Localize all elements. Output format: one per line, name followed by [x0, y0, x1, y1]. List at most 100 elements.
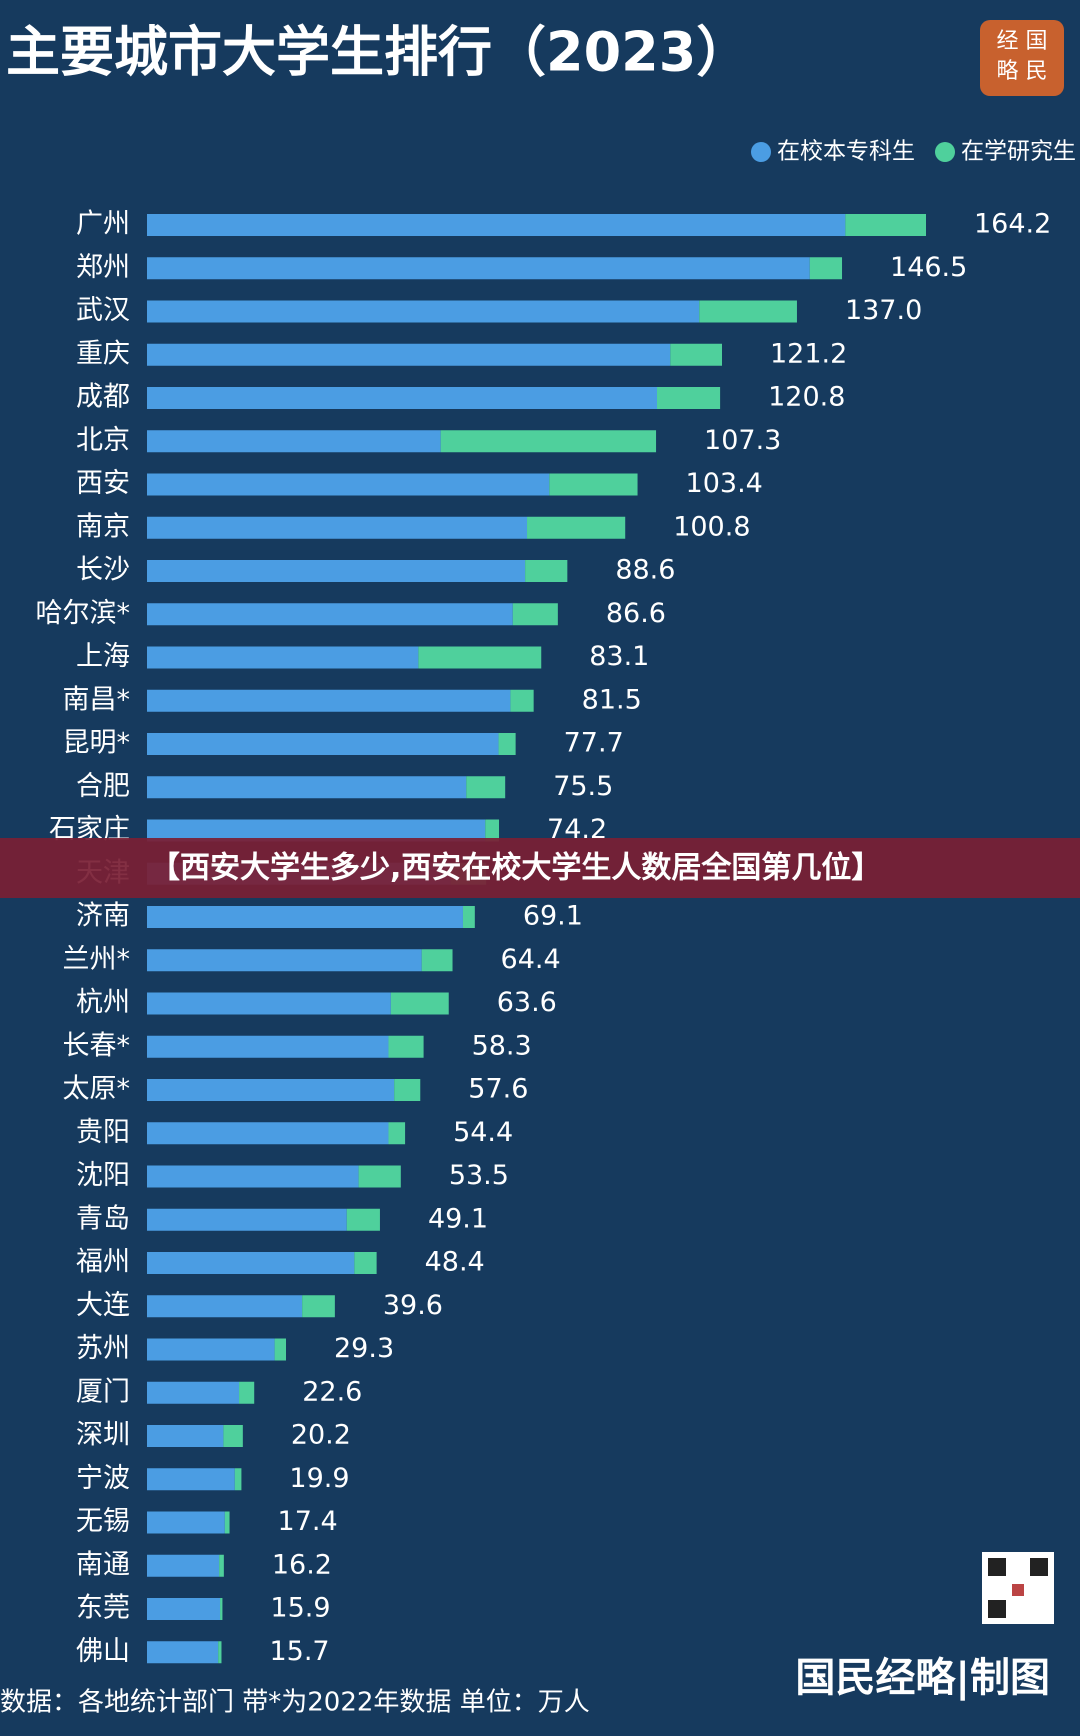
- value-label: 121.2: [770, 338, 847, 369]
- bar-segment: [147, 1511, 225, 1534]
- bar-segment: [549, 473, 638, 496]
- category-label: 福州: [76, 1247, 130, 1278]
- bar-segment: [510, 689, 534, 712]
- value-label: 77.7: [564, 728, 624, 759]
- category-label: 昆明*: [63, 728, 131, 759]
- bar-segment: [147, 1165, 359, 1188]
- bar-segment: [147, 1338, 275, 1361]
- value-label: 69.1: [523, 901, 583, 932]
- bar-segment: [147, 214, 846, 236]
- category-label: 上海: [76, 641, 130, 672]
- banner-bg: [0, 838, 1080, 898]
- value-label: 20.2: [291, 1420, 351, 1451]
- category-label: 西安: [76, 468, 130, 499]
- category-label: 贵阳: [76, 1117, 130, 1148]
- bar-segment: [147, 1295, 303, 1318]
- bar-segment: [147, 646, 419, 669]
- bar-segment: [147, 430, 441, 453]
- category-label: 郑州: [76, 252, 130, 283]
- category-label: 广州: [76, 209, 130, 240]
- bar-segment: [147, 1425, 224, 1447]
- bar-segment: [346, 1208, 380, 1231]
- logo-text: 经 国: [997, 29, 1048, 54]
- bar-segment: [527, 516, 626, 539]
- category-label: 南昌*: [63, 684, 131, 715]
- bar-segment: [466, 776, 506, 799]
- bar-segment: [147, 257, 810, 280]
- bar-segment: [147, 776, 467, 799]
- value-label: 120.8: [768, 382, 845, 413]
- value-label: 103.4: [686, 468, 763, 499]
- category-label: 重庆: [76, 338, 130, 369]
- category-label: 成都: [76, 382, 130, 413]
- bar-segment: [302, 1295, 335, 1318]
- category-label: 兰州*: [63, 944, 131, 975]
- category-label: 杭州: [76, 987, 130, 1018]
- bar-segment: [147, 473, 550, 496]
- value-label: 146.5: [890, 252, 967, 283]
- bar-segment: [147, 603, 513, 626]
- bar-segment: [147, 1122, 389, 1145]
- category-label: 东莞: [76, 1593, 130, 1624]
- category-label: 长春*: [63, 1030, 131, 1061]
- legend-label: 在校本专科生: [777, 139, 915, 165]
- bar-segment: [147, 1554, 220, 1577]
- value-label: 58.3: [472, 1030, 532, 1061]
- bar-segment: [220, 1598, 223, 1620]
- bar-segment: [485, 819, 500, 842]
- value-label: 83.1: [589, 641, 649, 672]
- bar-segment: [699, 300, 797, 323]
- credit: 国民经略|制图: [795, 1655, 1050, 1702]
- legend-label: 在学研究生: [961, 139, 1076, 165]
- value-label: 48.4: [425, 1247, 485, 1278]
- value-label: 19.9: [289, 1463, 349, 1494]
- bar-segment: [525, 560, 568, 582]
- bar-segment: [147, 1641, 219, 1664]
- category-label: 无锡: [76, 1506, 130, 1537]
- bar-segment: [274, 1338, 287, 1361]
- bar-segment: [147, 1598, 221, 1620]
- value-label: 39.6: [383, 1290, 443, 1321]
- bar-segment: [223, 1425, 243, 1447]
- bar-segment: [462, 906, 475, 928]
- bar-segment: [354, 1252, 377, 1274]
- bar-segment: [421, 949, 453, 972]
- category-label: 厦门: [76, 1376, 130, 1407]
- value-label: 86.6: [606, 598, 666, 629]
- category-label: 武汉: [76, 295, 130, 326]
- logo-text: 略 民: [997, 59, 1048, 84]
- bar-segment: [147, 906, 463, 928]
- bar-segment: [224, 1511, 230, 1534]
- value-label: 57.6: [468, 1074, 528, 1105]
- category-label: 大连: [76, 1290, 130, 1321]
- category-label: 太原*: [63, 1074, 131, 1105]
- qr-code: [982, 1552, 1054, 1624]
- value-label: 16.2: [272, 1549, 332, 1580]
- bar-segment: [147, 1079, 395, 1101]
- bar-segment: [147, 1208, 347, 1231]
- category-label: 青岛: [76, 1203, 130, 1234]
- category-label: 济南: [76, 901, 130, 932]
- value-label: 63.6: [497, 987, 557, 1018]
- bar-segment: [512, 603, 558, 626]
- bar-segment: [234, 1468, 242, 1491]
- category-label: 深圳: [76, 1420, 130, 1451]
- value-label: 88.6: [615, 555, 675, 586]
- value-label: 15.7: [269, 1636, 329, 1667]
- bar-segment: [809, 257, 843, 280]
- bar-segment: [418, 646, 542, 669]
- value-label: 29.3: [334, 1333, 394, 1364]
- bar-segment: [147, 689, 511, 712]
- bar-segment: [147, 819, 486, 842]
- bar-segment: [657, 387, 721, 409]
- value-label: 107.3: [704, 425, 781, 456]
- category-label: 合肥: [76, 771, 130, 802]
- bar-segment: [147, 733, 499, 755]
- bar-segment: [219, 1554, 224, 1577]
- category-label: 宁波: [76, 1463, 130, 1494]
- value-label: 22.6: [302, 1376, 362, 1407]
- category-label: 北京: [76, 425, 130, 456]
- bar-segment: [239, 1381, 255, 1404]
- bar-segment: [390, 992, 449, 1015]
